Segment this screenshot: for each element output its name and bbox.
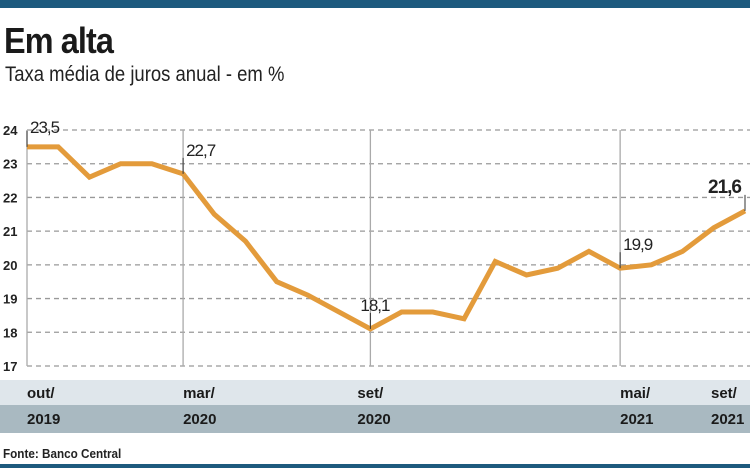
- bottom-bar: [0, 464, 750, 468]
- data-label: 19,9: [623, 235, 653, 254]
- y-tick-label: 21: [3, 224, 17, 239]
- x-tick-month: out/: [27, 385, 55, 402]
- y-tick-label: 24: [3, 123, 18, 138]
- source-note: Fonte: Banco Central: [3, 446, 122, 461]
- x-tick-year: 2020: [183, 411, 217, 428]
- x-tick-month: mar/: [183, 385, 215, 402]
- data-line: [27, 144, 747, 332]
- y-tick-label: 22: [3, 190, 17, 205]
- y-tick-label: 23: [3, 157, 17, 172]
- line-chart: 17 18 19 20 21 22 23 24 23,5 22,7 18,1 19,9 21,6: [3, 118, 750, 374]
- x-tick-year: 2021: [620, 411, 654, 428]
- x-tick-year: 2020: [357, 411, 391, 428]
- chart-title: Em alta: [4, 20, 114, 61]
- y-tick-label: 18: [3, 325, 17, 340]
- x-tick-year: 2019: [27, 411, 61, 428]
- y-tick-label: 17: [3, 359, 17, 374]
- y-tick-label: 19: [3, 292, 17, 307]
- year-band: [0, 405, 750, 433]
- data-label: 21,6: [708, 177, 741, 198]
- data-label: 18,1: [360, 296, 390, 315]
- x-tick-month: set/: [711, 385, 737, 402]
- top-bar: [0, 0, 750, 8]
- x-tick-month: mai/: [620, 385, 651, 402]
- month-band: [0, 380, 750, 405]
- data-label: 23,5: [30, 118, 60, 137]
- chart-subtitle: Taxa média de juros anual - em %: [5, 63, 285, 86]
- data-label: 22,7: [186, 141, 216, 160]
- y-tick-label: 20: [3, 258, 17, 273]
- x-tick-month: set/: [357, 385, 384, 402]
- x-tick-year: 2021: [711, 411, 745, 428]
